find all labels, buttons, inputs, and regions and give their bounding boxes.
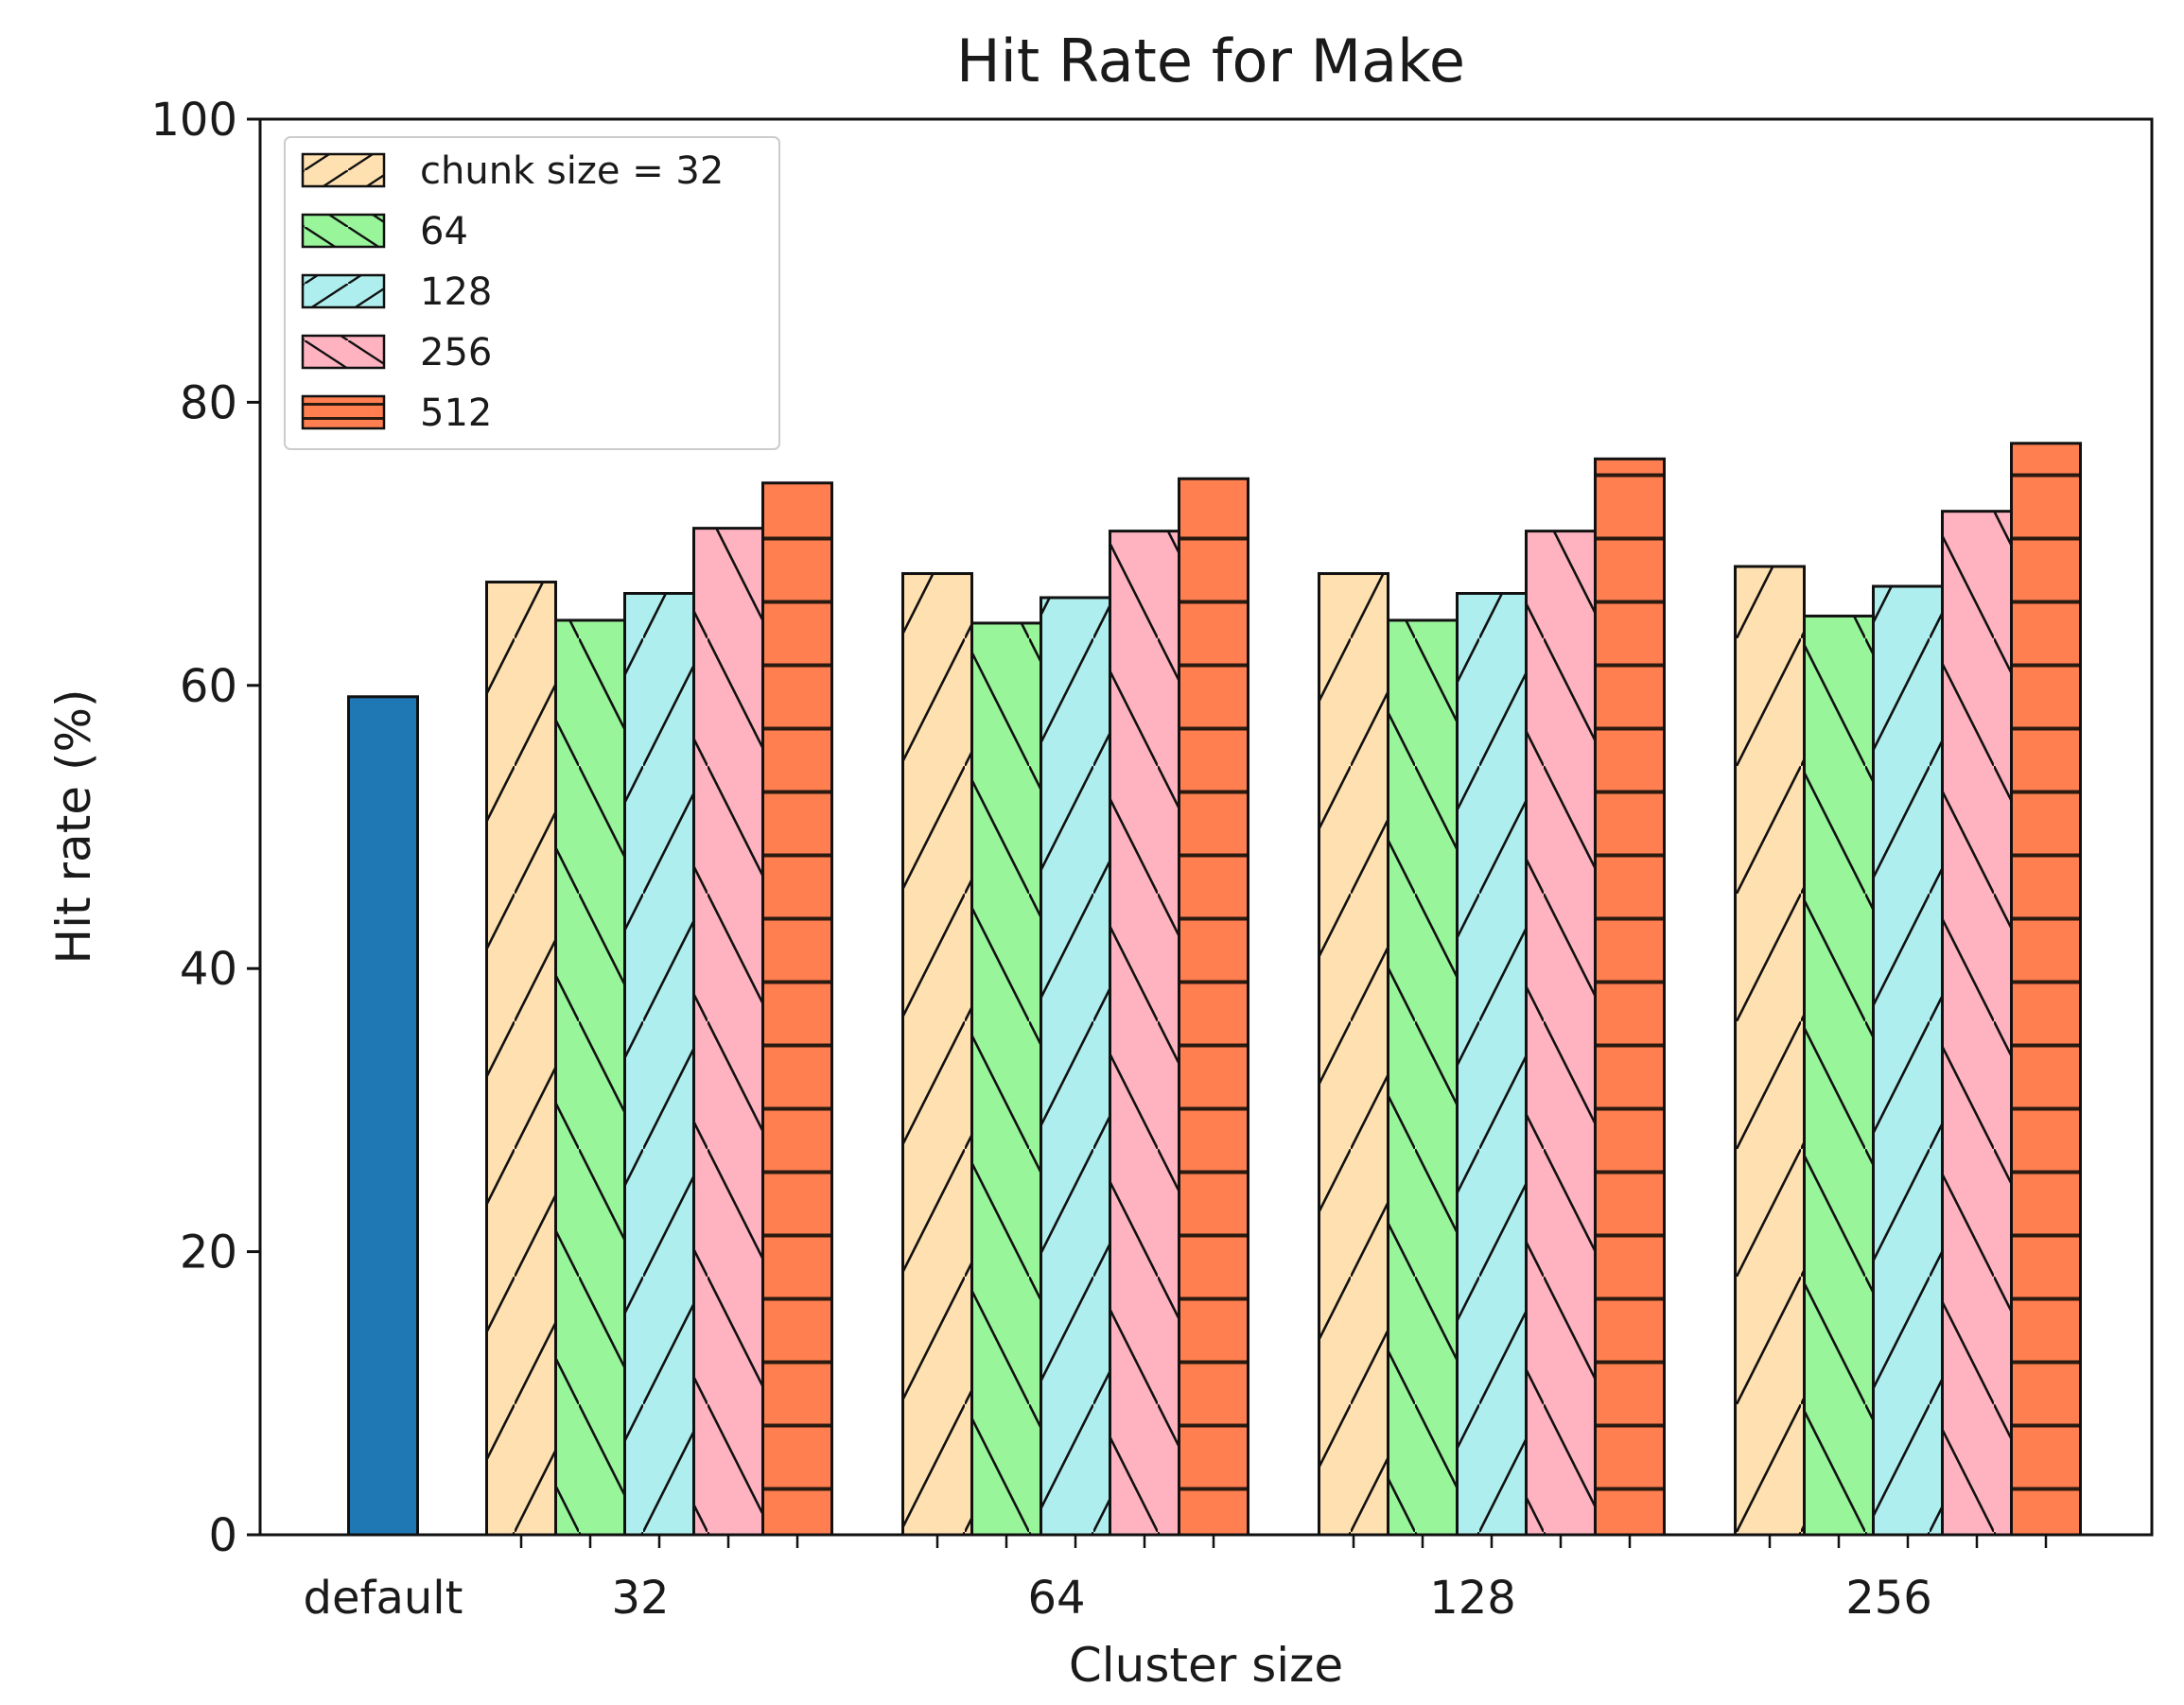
legend-item-64: 64 <box>301 210 468 253</box>
legend-item-chunk-size-32: chunk size = 32 <box>301 149 724 193</box>
legend-label: 256 <box>420 331 492 374</box>
bar-128-128 <box>1456 591 1528 1537</box>
legend-item-512: 512 <box>301 391 492 435</box>
chart-title: Hit Rate for Make <box>956 26 1465 96</box>
bar-default <box>347 695 419 1537</box>
legend: chunk size = 32 64 128 256 512 <box>284 136 780 450</box>
bar-128-chunk-size-32 <box>1318 572 1389 1537</box>
bar-64-256 <box>1109 530 1180 1537</box>
bars-layer <box>347 442 2082 1537</box>
y-tick-label-80: 80 <box>180 376 237 429</box>
legend-label: 128 <box>420 270 492 314</box>
legend-label: 512 <box>420 391 492 435</box>
legend-swatch <box>301 213 386 249</box>
bar-128-256 <box>1525 530 1597 1537</box>
legend-label: chunk size = 32 <box>420 149 724 193</box>
legend-item-256: 256 <box>301 331 492 374</box>
y-tick-label-60: 60 <box>180 660 237 713</box>
bar-32-128 <box>623 591 695 1537</box>
bar-128-512 <box>1594 457 1666 1537</box>
y-tick-label-20: 20 <box>180 1227 237 1279</box>
y-axis-label: Hit rate (%) <box>46 689 101 965</box>
bar-128-64 <box>1387 618 1459 1537</box>
bar-256-64 <box>1803 614 1875 1537</box>
legend-swatch <box>301 394 386 430</box>
bar-256-256 <box>1941 510 2013 1537</box>
x-tick-label-256: 256 <box>1845 1572 1932 1625</box>
x-axis-label: Cluster size <box>1069 1638 1343 1693</box>
legend-swatch <box>301 152 386 188</box>
bar-32-512 <box>761 481 833 1537</box>
x-tick-label-32: 32 <box>611 1572 669 1625</box>
legend-label: 64 <box>420 210 468 253</box>
bar-32-chunk-size-32 <box>485 581 557 1537</box>
y-tick-label-0: 0 <box>208 1509 237 1562</box>
bar-256-512 <box>2010 442 2082 1537</box>
x-axis: default 32 64 128 256 <box>304 1535 2048 1625</box>
legend-item-128: 128 <box>301 270 492 314</box>
bar-256-128 <box>1872 584 1944 1537</box>
bar-64-128 <box>1040 596 1111 1537</box>
x-tick-label-64: 64 <box>1027 1572 1085 1625</box>
y-tick-label-100: 100 <box>150 94 237 147</box>
bar-64-512 <box>1178 477 1249 1537</box>
y-tick-label-40: 40 <box>180 943 237 996</box>
legend-swatch <box>301 273 386 309</box>
legend-swatch <box>301 334 386 370</box>
bar-64-64 <box>970 621 1042 1537</box>
bar-256-chunk-size-32 <box>1734 565 1806 1537</box>
y-axis: 0 20 40 60 80 100 <box>150 94 260 1562</box>
x-tick-label-default: default <box>304 1572 463 1625</box>
bar-32-256 <box>692 527 764 1537</box>
x-tick-label-128: 128 <box>1429 1572 1516 1625</box>
plot-frame <box>258 117 2154 1537</box>
bar-32-64 <box>554 618 626 1537</box>
legend-box <box>284 136 780 450</box>
bar-64-chunk-size-32 <box>901 572 973 1537</box>
